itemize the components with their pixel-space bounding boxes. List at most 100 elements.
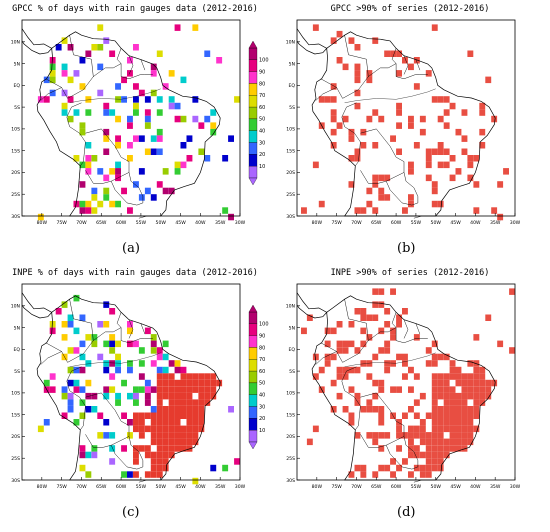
grid-cell [384, 347, 391, 354]
grid-cell [396, 314, 402, 321]
grid-cell [156, 148, 163, 155]
grid-cell [408, 445, 414, 452]
grid-cell [144, 327, 151, 335]
grid-cell [467, 50, 474, 57]
grid-cell [449, 373, 456, 380]
grid-cell [186, 445, 193, 452]
grid-cell [372, 379, 379, 387]
grid-cell [342, 366, 349, 374]
grid-cell [449, 366, 456, 374]
map-plot-area [37, 24, 240, 221]
grid-cell [419, 115, 426, 123]
grid-cell [449, 386, 456, 393]
grid-cell [144, 386, 151, 393]
grid-cell [449, 102, 456, 110]
grid-cell [162, 432, 169, 439]
grid-cell [443, 379, 450, 387]
lon-tick-label: 40W [470, 484, 481, 490]
grid-cell [437, 445, 444, 452]
lat-tick-label: 15S [11, 412, 20, 418]
grid-cell [431, 399, 438, 406]
grid-cell [437, 392, 444, 400]
grid-cell [109, 458, 116, 465]
colorbar-swatch [248, 166, 258, 179]
grid-cell [443, 353, 450, 361]
grid-cell [156, 464, 163, 472]
grid-cell [97, 412, 104, 419]
grid-cell [162, 438, 169, 446]
grid-cell [180, 373, 187, 380]
grid-cell [473, 366, 480, 374]
grid-cell [437, 96, 444, 103]
panel-label: (a) [122, 241, 140, 256]
grid-cell [431, 340, 438, 348]
grid-cell [186, 412, 193, 419]
grid-cell [491, 115, 498, 123]
grid-cell [133, 181, 139, 188]
colorbar-swatch [248, 311, 258, 324]
grid-cell [497, 181, 504, 188]
grid-cell [138, 412, 145, 419]
grid-cell [431, 445, 438, 452]
grid-cell [186, 406, 193, 413]
grid-cell [455, 128, 462, 136]
grid-cell [449, 174, 456, 182]
grid-cell [467, 161, 474, 169]
grid-cell [372, 109, 379, 116]
grid-cell [234, 96, 240, 103]
grid-cell [354, 308, 361, 315]
coastline [311, 295, 496, 481]
grid-cell [449, 399, 456, 406]
grid-cell [168, 438, 175, 446]
grid-cell [455, 399, 462, 406]
grid-cell [336, 122, 343, 129]
grid-cell [348, 37, 355, 44]
grid-cell [103, 419, 110, 426]
grid-cell [473, 425, 480, 433]
lat-tick-label: 15S [11, 148, 20, 154]
grid-cell [109, 347, 116, 354]
grid-cell [79, 200, 86, 208]
grid-cell [425, 161, 432, 169]
grid-cell [473, 207, 480, 214]
lat-tick-label: 10N [286, 40, 295, 46]
grid-cell [133, 419, 139, 426]
grid-cell [348, 386, 355, 393]
grid-cell [210, 128, 217, 136]
grid-cell [168, 399, 175, 406]
grid-cell [138, 347, 145, 354]
grid-cell [67, 321, 74, 328]
lon-tick-label: 60W [391, 220, 402, 226]
grid-cell [192, 477, 199, 485]
grid-cell [37, 425, 44, 433]
grid-cell [330, 115, 337, 123]
grid-cell [372, 353, 379, 361]
grid-cell [121, 445, 127, 452]
grid-cell [79, 181, 86, 188]
grid-cell [396, 353, 402, 361]
grid-cell [449, 438, 456, 446]
lat-tick-label: 10N [11, 304, 20, 310]
grid-cell [198, 392, 205, 400]
grid-cell [156, 451, 163, 459]
grid-cell [396, 50, 402, 57]
grid-cell [115, 168, 121, 175]
grid-cell [115, 399, 121, 406]
grid-cell [174, 102, 181, 110]
grid-cell [144, 122, 151, 129]
grid-cell [138, 432, 145, 439]
grid-cell [419, 432, 426, 439]
grid-cell [467, 425, 474, 433]
grid-cell [372, 406, 379, 413]
grid-cell [425, 451, 432, 459]
grid-cell [467, 174, 474, 182]
grid-cell [61, 321, 68, 328]
grid-cell [455, 379, 462, 387]
grid-cell [91, 392, 98, 400]
grid-cell [396, 321, 402, 328]
grid-cell [348, 366, 355, 374]
grid-cell [150, 471, 157, 478]
grid-cell [366, 314, 373, 321]
grid-cell [210, 464, 217, 472]
grid-cell [150, 63, 157, 71]
